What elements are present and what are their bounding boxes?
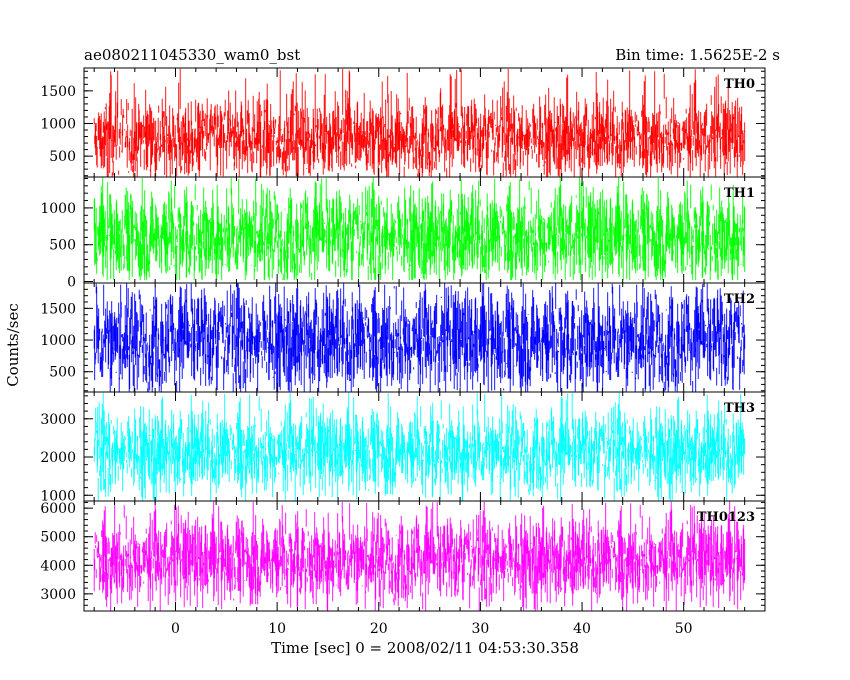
y-tick-label-th1: 1000 bbox=[40, 201, 76, 217]
y-tick-label-th1: 0 bbox=[67, 275, 76, 291]
y-tick-label-th2: 500 bbox=[49, 365, 76, 381]
x-tick-label: 10 bbox=[268, 621, 286, 637]
panels-group: 500 1000 1500 TH0 0 500 1000 TH1 500 1000 1500 TH2 1… bbox=[40, 67, 766, 612]
x-tick-label: 30 bbox=[471, 621, 489, 637]
chart-title: ae080211045330_wam0_bst bbox=[84, 46, 300, 64]
panel-label-th0: TH0 bbox=[724, 77, 755, 92]
x-tick-label: 40 bbox=[573, 621, 591, 637]
y-tick-label-th3: 2000 bbox=[40, 450, 76, 466]
series-th0123 bbox=[93, 501, 746, 611]
y-tick-label-th3: 3000 bbox=[40, 412, 76, 428]
y-tick-label-th0123: 6000 bbox=[40, 501, 76, 517]
panel-label-th1: TH1 bbox=[724, 186, 755, 201]
y-tick-label-th3: 1000 bbox=[40, 488, 76, 504]
series-th3 bbox=[93, 392, 746, 501]
panel-th0123: 3000 4000 5000 6000 TH0123 bbox=[40, 500, 766, 612]
y-tick-label-th0: 1500 bbox=[40, 84, 76, 100]
y-tick-label-th0: 500 bbox=[49, 149, 76, 165]
y-tick-label-th0123: 5000 bbox=[40, 530, 76, 546]
x-tick-label: 0 bbox=[171, 621, 180, 637]
panel-th3: 1000 2000 3000 TH3 bbox=[40, 391, 766, 504]
y-tick-label-th1: 500 bbox=[49, 238, 76, 254]
panel-label-th3: TH3 bbox=[724, 401, 755, 416]
x-tick-label: 20 bbox=[370, 621, 388, 637]
y-tick-label-th2: 1500 bbox=[40, 301, 76, 317]
y-axis-label: Counts/sec bbox=[4, 303, 22, 387]
series-th2 bbox=[93, 283, 746, 392]
y-tick-label-th0123: 4000 bbox=[40, 558, 76, 574]
bin-time-label: Bin time: 1.5625E-2 s bbox=[615, 46, 780, 64]
panel-frame-th0123 bbox=[83, 500, 766, 612]
panel-label-th2: TH2 bbox=[724, 292, 755, 307]
x-tick-labels: 0 10 20 30 40 50 bbox=[171, 621, 693, 637]
series-th1 bbox=[93, 177, 746, 281]
panel-label-th0123: TH0123 bbox=[697, 510, 755, 525]
panel-th1: 0 500 1000 TH1 bbox=[40, 176, 766, 291]
y-tick-label-th0123: 3000 bbox=[40, 587, 76, 603]
x-axis-label: Time [sec] 0 = 2008/02/11 04:53:30.358 bbox=[271, 639, 579, 657]
y-tick-label-th0: 1000 bbox=[40, 116, 76, 132]
y-tick-label-th2: 1000 bbox=[40, 333, 76, 349]
series-th0 bbox=[93, 68, 746, 177]
panel-th0: 500 1000 1500 TH0 bbox=[40, 67, 766, 178]
x-tick-label: 50 bbox=[675, 621, 693, 637]
panel-th2: 500 1000 1500 TH2 bbox=[40, 282, 766, 393]
